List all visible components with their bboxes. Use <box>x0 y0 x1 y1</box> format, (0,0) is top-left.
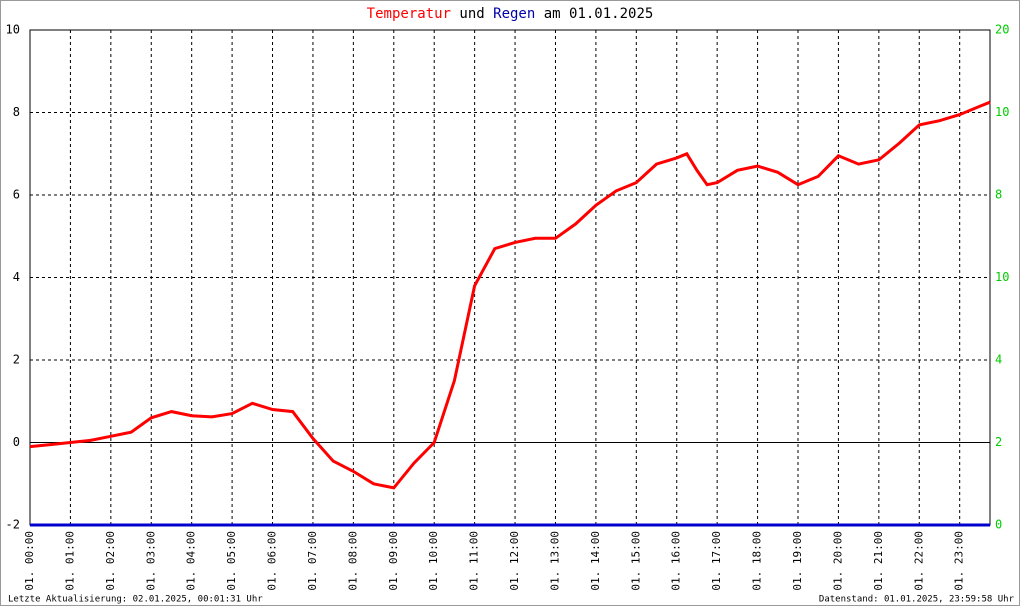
x-tick-label: 01. 01:00 <box>63 531 76 591</box>
footer-left: Letzte Aktualisierung: 02.01.2025, 00:01… <box>8 595 263 605</box>
title-part: am 01.01.2025 <box>544 6 654 22</box>
x-tick-label: 01. 17:00 <box>710 531 723 591</box>
x-tick-label: 01. 22:00 <box>912 531 925 591</box>
y-tick-label: 6 <box>13 188 20 202</box>
y2-tick-label: 8 <box>995 188 1002 202</box>
x-tick-label: 01. 06:00 <box>266 531 279 591</box>
x-tick-label: 01. 07:00 <box>306 531 319 591</box>
x-tick-label: 01. 21:00 <box>872 531 885 591</box>
chart-title: Temperatur und Regen am 01.01.2025 <box>367 6 654 22</box>
x-tick-label: 01. 18:00 <box>751 531 764 591</box>
x-tick-label: 01. 02:00 <box>104 531 117 591</box>
x-tick-label: 01. 00:00 <box>23 531 36 591</box>
x-tick-label: 01. 03:00 <box>144 531 157 591</box>
x-tick-label: 01. 15:00 <box>629 531 642 591</box>
y2-tick-label: 20 <box>995 23 1009 37</box>
y2-tick-label: 10 <box>995 105 1009 119</box>
x-tick-label: 01. 08:00 <box>346 531 359 591</box>
footer-right: Datenstand: 01.01.2025, 23:59:58 Uhr <box>819 595 1015 605</box>
y2-tick-label: 4 <box>995 353 1002 367</box>
x-tick-label: 01. 12:00 <box>508 531 521 591</box>
data-line <box>29 100 991 490</box>
x-tick-label: 01. 11:00 <box>468 531 481 591</box>
y-tick-label: -2 <box>6 518 20 532</box>
title-part: Regen <box>493 6 535 22</box>
y2-tick-label: 0 <box>995 518 1002 532</box>
x-tick-label: 01. 10:00 <box>427 531 440 591</box>
y2-tick-label: 2 <box>995 435 1002 449</box>
x-tick-label: 01. 13:00 <box>548 531 561 591</box>
x-tick-label: 01. 20:00 <box>831 531 844 591</box>
x-tick-label: 01. 09:00 <box>387 531 400 591</box>
x-tick-label: 01. 04:00 <box>185 531 198 591</box>
x-tick-label: 01. 05:00 <box>225 531 238 591</box>
y-tick-label: 2 <box>13 353 20 367</box>
y-tick-label: 10 <box>6 23 20 37</box>
title-part: und <box>459 6 484 22</box>
x-tick-label: 01. 14:00 <box>589 531 602 591</box>
title-part: Temperatur <box>367 6 451 22</box>
x-tick-label: 01. 23:00 <box>953 531 966 591</box>
y2-tick-label: 10 <box>995 270 1009 284</box>
x-tick-label: 01. 19:00 <box>791 531 804 591</box>
x-tick-label: 01. 16:00 <box>670 531 683 591</box>
y-tick-label: 0 <box>13 435 20 449</box>
y-tick-label: 8 <box>13 105 20 119</box>
y-tick-label: 4 <box>13 270 20 284</box>
